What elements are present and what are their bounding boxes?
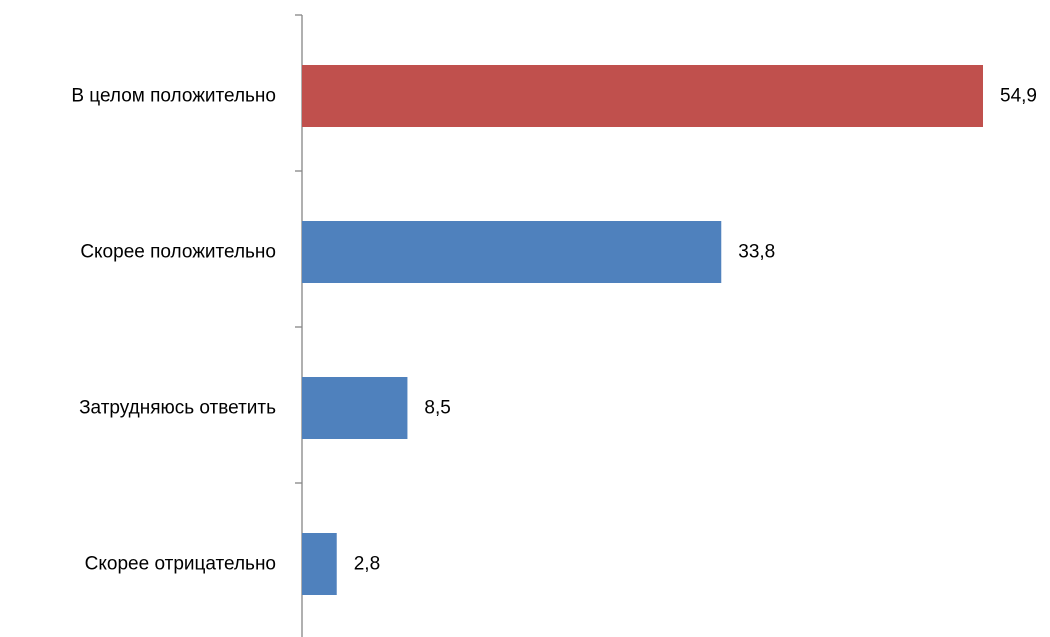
category-label: В целом положительно (71, 86, 276, 107)
value-label: 2,8 (354, 554, 380, 575)
bar (302, 377, 408, 439)
value-label: 8,5 (424, 398, 450, 419)
bar (302, 533, 337, 595)
category-labels-group: В целом положительно Скорее положительно З… (71, 86, 276, 575)
category-label: Затрудняюсь ответить (79, 398, 276, 419)
category-label: Скорее отрицательно (85, 554, 276, 575)
bar (302, 221, 722, 283)
bar (302, 65, 983, 127)
category-axis (295, 14, 303, 637)
category-label: Скорее положительно (80, 242, 276, 263)
value-label: 54,9 (1000, 86, 1037, 107)
value-label: 33,8 (738, 242, 775, 263)
bars-group (302, 65, 983, 595)
value-labels-group: 54,9 33,8 8,5 2,8 (354, 86, 1037, 575)
